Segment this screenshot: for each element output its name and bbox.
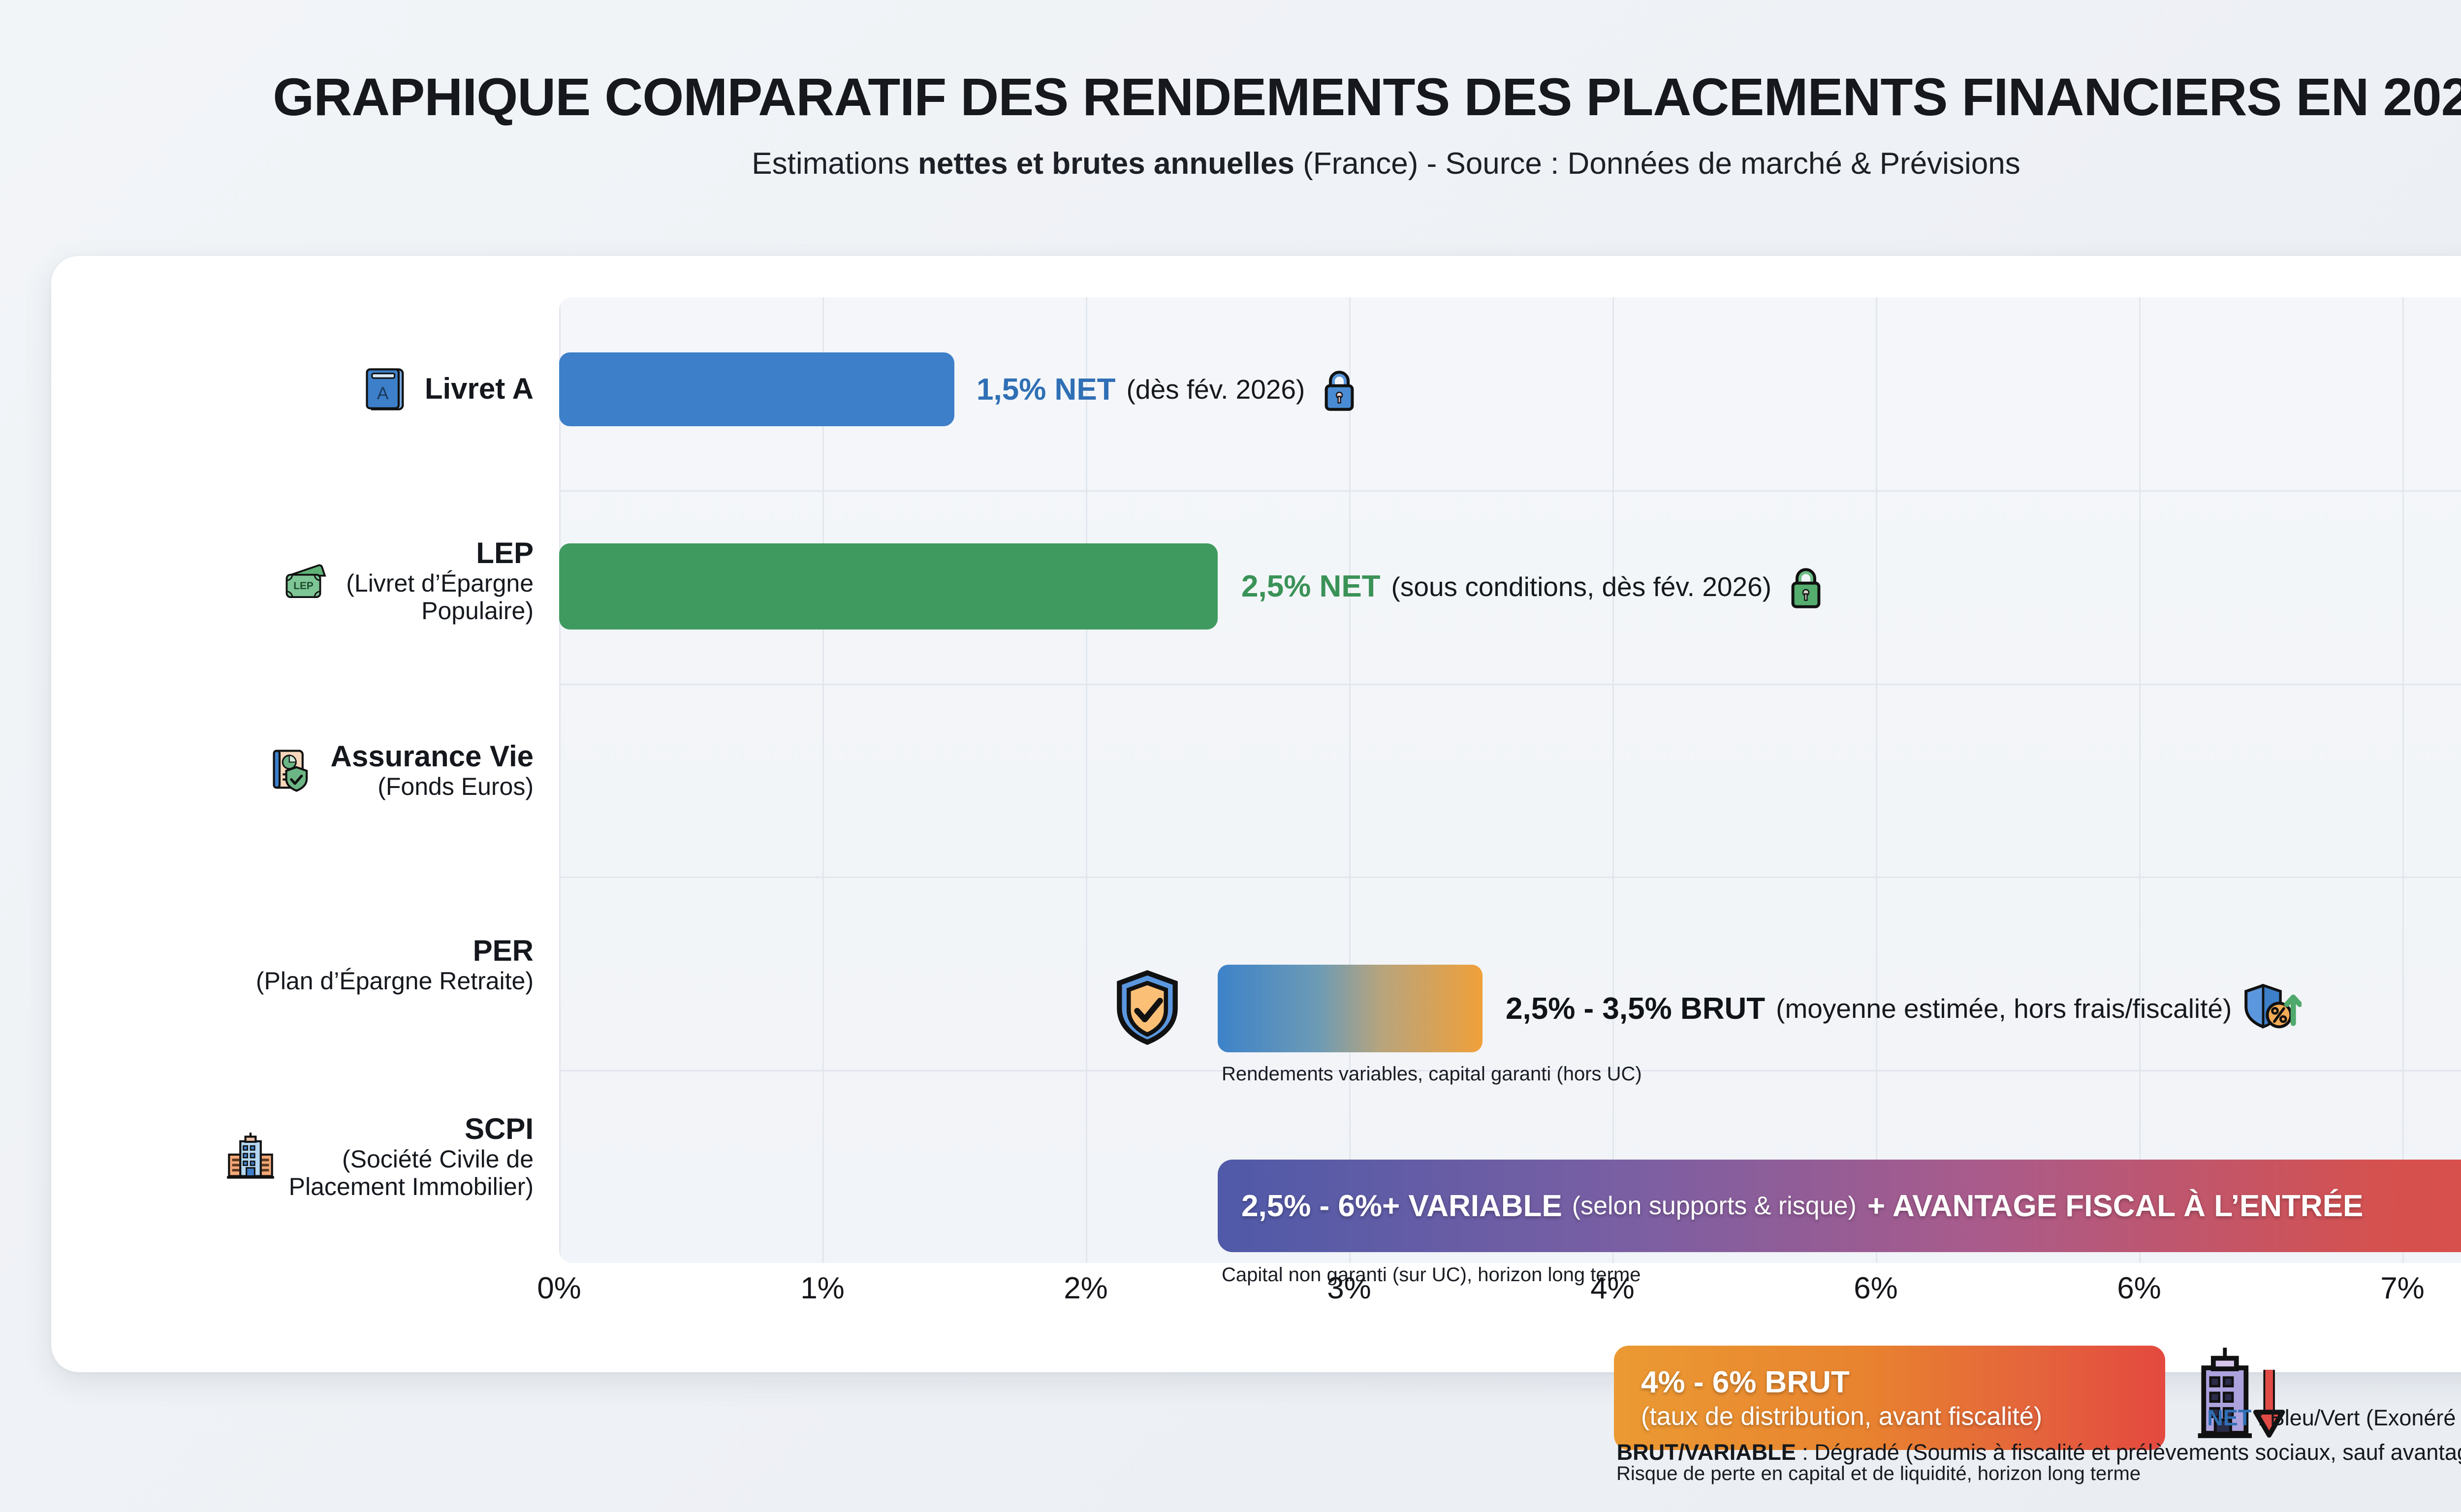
chart-header: GRAPHIQUE COMPARATIF DES RENDEMENTS DES … [0, 0, 2461, 181]
bar-scpi [1614, 1346, 2165, 1450]
bar-label-per: 2,5% - 6%+ VARIABLE (selon supports & ri… [1241, 1160, 2363, 1252]
chart-card: A Livret A 1,5% NET (dès fév. 2026) [51, 256, 2461, 1484]
category-sub-line1: (Société Civile de [342, 1145, 534, 1173]
x-tick-4: 4% [1590, 1271, 1635, 1305]
gridline-2pct [1086, 297, 1087, 1263]
page-subtitle: Estimations nettes et brutes annuelles (… [0, 146, 2461, 181]
bar-per [1218, 1160, 2461, 1252]
x-tick-6: 6% [2117, 1271, 2161, 1305]
subtitle-post: (France) - Source : Données de marché & … [1294, 147, 2020, 181]
x-tick-2: 2% [1064, 1271, 1108, 1305]
blue-lock-icon [1316, 366, 1363, 413]
bar-note-assurance-vie: (moyenne estimée, hors frais/fiscalité) [1776, 993, 2232, 1024]
category-sub-line1: (Fonds Euros) [378, 773, 534, 800]
rowline-1 [559, 490, 2461, 492]
category-title: LEP [476, 536, 534, 569]
bar-note-livret-a: (dès fév. 2026) [1126, 374, 1305, 405]
rowline-3 [559, 877, 2461, 878]
bar-caption-assurance-vie: Rendements variables, capital garanti (h… [1222, 1063, 1642, 1085]
gridline-3pct [1349, 297, 1351, 1263]
shield-percent-up-icon [2242, 979, 2302, 1038]
legend-brut-text: : Dégradé (Soumis à fiscalité et prélève… [1802, 1439, 2461, 1465]
x-tick-1: 1% [800, 1271, 845, 1305]
gridline-0pct [559, 297, 561, 1263]
bar-lep [559, 543, 1218, 630]
category-text: PER (Plan d’Épargne Retraite) [110, 935, 534, 995]
category-title: Assurance Vie [330, 740, 534, 773]
bar-caption-scpi: Risque de perte en capital et de liquidi… [1616, 1463, 2141, 1484]
page-title: GRAPHIQUE COMPARATIF DES RENDEMENTS DES … [273, 67, 2461, 126]
bar-value-scpi: 4% - 6% BRUT [1641, 1365, 1850, 1399]
bar-note-per: (selon supports & risque) [1572, 1192, 1857, 1220]
x-tick-3: 3% [1327, 1271, 1371, 1305]
svg-text:A: A [377, 384, 389, 403]
gridline-7pct [2402, 297, 2404, 1263]
x-tick-5: 6% [1854, 1271, 1898, 1305]
bar-extra-per: + AVANTAGE FISCAL À L’ENTRÉE [1867, 1189, 2364, 1223]
category-sub-line1: (Plan d’Épargne Retraite) [255, 967, 534, 995]
gridline-6pct [2139, 297, 2141, 1263]
legend: NET : Bleu/Vert (Exonéré d’impôt) BRUT/V… [1617, 1401, 2461, 1470]
category-title: PER [473, 934, 534, 967]
bar-label-scpi: 4% - 6% BRUT (taux de distribution, avan… [1641, 1346, 2042, 1450]
category-label-per: PER (Plan d’Épargne Retraite) [110, 906, 534, 1024]
category-label-scpi: SCPI (Société Civile de Placement Immobi… [110, 1088, 534, 1226]
bar-note-scpi: (taux de distribution, avant fiscalité) [1641, 1402, 2043, 1431]
gridline-5pct [1876, 297, 1877, 1263]
category-text: Assurance Vie (Fonds Euros) [330, 740, 534, 801]
rowline-2 [559, 684, 2461, 685]
svg-text:LEP: LEP [293, 580, 314, 592]
category-title: Livret A [424, 372, 534, 405]
category-text: Livret A [425, 373, 534, 405]
category-label-lep: LEP LEP (Livret d’Épargne Populaire) [110, 512, 534, 650]
gridline-1pct [822, 297, 824, 1263]
bar-label-lep: 2,5% NET (sous conditions, dès fév. 2026… [1241, 543, 1830, 630]
x-tick-7: 7% [2380, 1271, 2425, 1305]
subtitle-emphasis: nettes et brutes annuelles [917, 147, 1294, 181]
green-lock-icon [1782, 563, 1830, 610]
legend-net-row: NET : Bleu/Vert (Exonéré d’impôt) [1617, 1401, 2461, 1435]
category-sub-line2: Populaire) [421, 597, 534, 625]
shield-check-icon [1108, 969, 1186, 1046]
category-text: SCPI (Société Civile de Placement Immobi… [288, 1112, 534, 1201]
gridline-4pct [1612, 297, 1614, 1263]
bar-label-livret-a: 1,5% NET (dès fév. 2026) [977, 352, 1363, 426]
bar-caption-per: Capital non garanti (sur UC), horizon lo… [1222, 1264, 1641, 1286]
bar-value-livret-a: 1,5% NET [977, 372, 1116, 407]
policy-shield-icon [267, 745, 318, 796]
blue-book-icon: A [361, 363, 412, 414]
bar-livret-a [559, 352, 954, 426]
category-text: LEP (Livret d’Épargne Populaire) [346, 537, 534, 625]
rowline-4 [559, 1070, 2461, 1071]
x-tick-0: 0% [537, 1271, 581, 1305]
legend-brut-row: BRUT/VARIABLE : Dégradé (Soumis à fiscal… [1617, 1435, 2461, 1470]
subtitle-pre: Estimations [752, 147, 918, 181]
category-sub-line1: (Livret d’Épargne [346, 569, 534, 597]
category-sub-line2: Placement Immobilier) [288, 1173, 534, 1200]
bar-assurance-vie [1218, 965, 1483, 1052]
bar-value-lep: 2,5% NET [1241, 569, 1381, 603]
category-title: SCPI [464, 1112, 534, 1145]
legend-net-key: NET [2207, 1405, 2252, 1430]
bar-value-assurance-vie: 2,5% - 3,5% BRUT [1506, 991, 1766, 1026]
bar-label-assurance-vie: 2,5% - 3,5% BRUT (moyenne estimée, hors … [1506, 965, 2302, 1052]
building-down-arrow-icon [2188, 1344, 2294, 1442]
plot-area [559, 297, 2461, 1263]
category-label-assurance-vie: Assurance Vie (Fonds Euros) [110, 709, 534, 832]
bar-value-per: 2,5% - 6%+ VARIABLE [1241, 1189, 1562, 1223]
bar-note-lep: (sous conditions, dès fév. 2026) [1391, 571, 1772, 602]
legend-brut-key: BRUT/VARIABLE [1616, 1439, 1796, 1465]
green-banknote-icon: LEP [282, 555, 333, 606]
building-icon [225, 1131, 276, 1182]
category-label-livret-a: A Livret A [110, 325, 534, 453]
legend-net-text: : Bleu/Vert (Exonéré d’impôt) [2257, 1405, 2461, 1430]
x-axis: 0% 1% 2% 3% 4% 6% 6% 7% 8%+ [537, 1271, 2461, 1330]
